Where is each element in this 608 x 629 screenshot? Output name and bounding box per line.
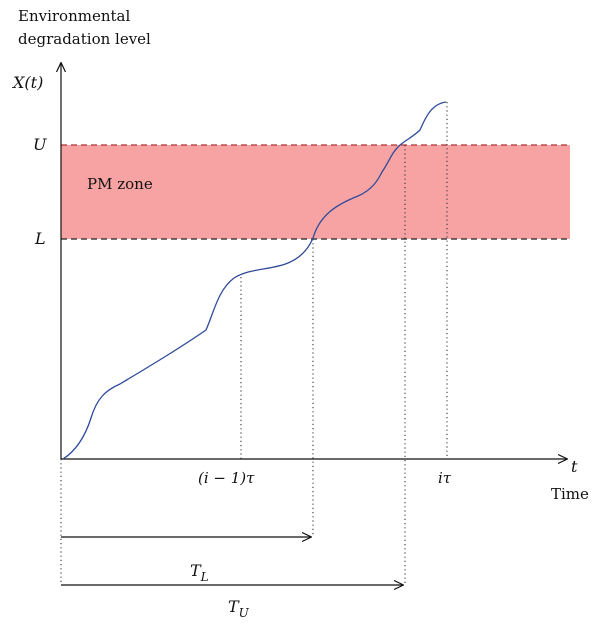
x-axis-title: Time: [551, 485, 589, 503]
pm-zone-band: [61, 145, 570, 239]
y-axis-title-line1: Environmental: [18, 7, 130, 25]
tick-label-prev-tau: (i − 1)τ: [198, 469, 255, 487]
t-lower-label: TL: [190, 561, 209, 584]
degradation-curve: [62, 101, 447, 460]
t-upper-label: TU: [228, 597, 250, 620]
x-axis-variable-label: t: [571, 457, 578, 476]
y-axis-title-line2: degradation level: [18, 30, 151, 48]
lower-threshold-label: L: [34, 229, 46, 248]
pm-zone-label: PM zone: [87, 175, 153, 193]
y-axis-variable-label: X(t): [11, 73, 43, 92]
upper-threshold-label: U: [33, 135, 47, 154]
tick-label-i-tau: iτ: [438, 469, 452, 487]
